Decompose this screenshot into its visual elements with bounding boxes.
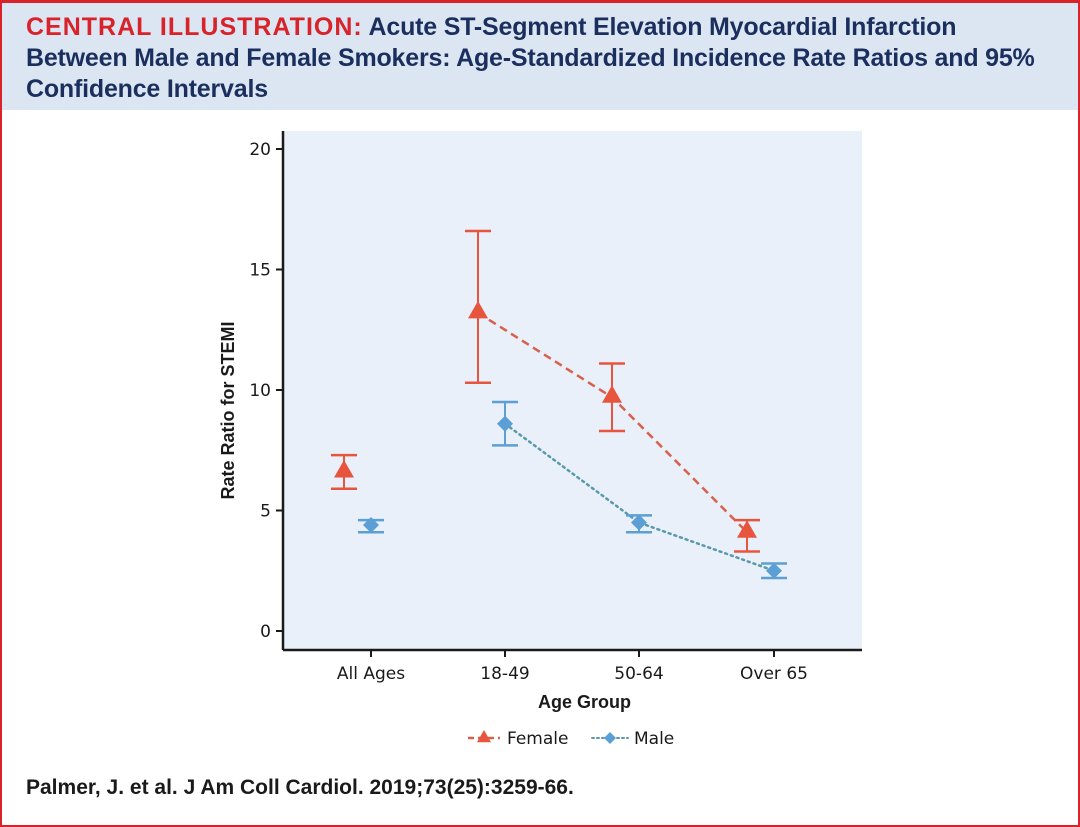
data-point-female — [468, 300, 488, 319]
series-male — [358, 400, 787, 580]
legend-female-marker — [477, 730, 491, 743]
series-female — [331, 229, 760, 553]
x-tick-label: Over 65 — [740, 664, 808, 684]
data-point-female — [602, 385, 622, 403]
header-banner — [2, 3, 1078, 110]
legend-male-label: Male — [634, 729, 674, 749]
data-point-male — [631, 514, 647, 531]
central-illustration-label: CENTRAL ILLUSTRATION: — [26, 13, 363, 41]
citation: Palmer, J. et al. J Am Coll Cardiol. 201… — [26, 776, 574, 799]
figure-title: CENTRAL ILLUSTRATION: Acute ST-Segment E… — [26, 12, 1046, 105]
y-tick-label: 20 — [249, 140, 271, 160]
legend: Female Male — [468, 729, 674, 749]
x-tick-label: All Ages — [337, 664, 405, 684]
y-axis: 0 5 10 15 20 — [249, 131, 285, 650]
series-layer — [331, 229, 787, 580]
legend-male-marker — [604, 732, 616, 744]
x-tick-label: 50-64 — [614, 664, 663, 684]
data-point-male — [497, 415, 513, 432]
data-point-female — [737, 520, 757, 538]
y-tick-label: 15 — [249, 261, 271, 281]
legend-female-label: Female — [507, 729, 568, 749]
x-axis-title: Age Group — [538, 692, 631, 712]
title-text: Acute ST-Segment Elevation Myocardial In… — [26, 13, 1035, 103]
y-tick-label: 10 — [249, 381, 271, 401]
y-tick-label: 0 — [260, 622, 271, 642]
x-axis: All Ages 18-49 50-64 Over 65 — [283, 648, 862, 684]
data-point-male — [766, 562, 782, 579]
y-tick-label: 5 — [260, 502, 271, 522]
data-point-female — [334, 459, 354, 478]
data-point-male — [363, 516, 379, 533]
x-tick-label: 18-49 — [480, 664, 529, 684]
series-line-male — [503, 422, 776, 572]
y-axis-title: Rate Ratio for STEMI — [218, 321, 238, 499]
